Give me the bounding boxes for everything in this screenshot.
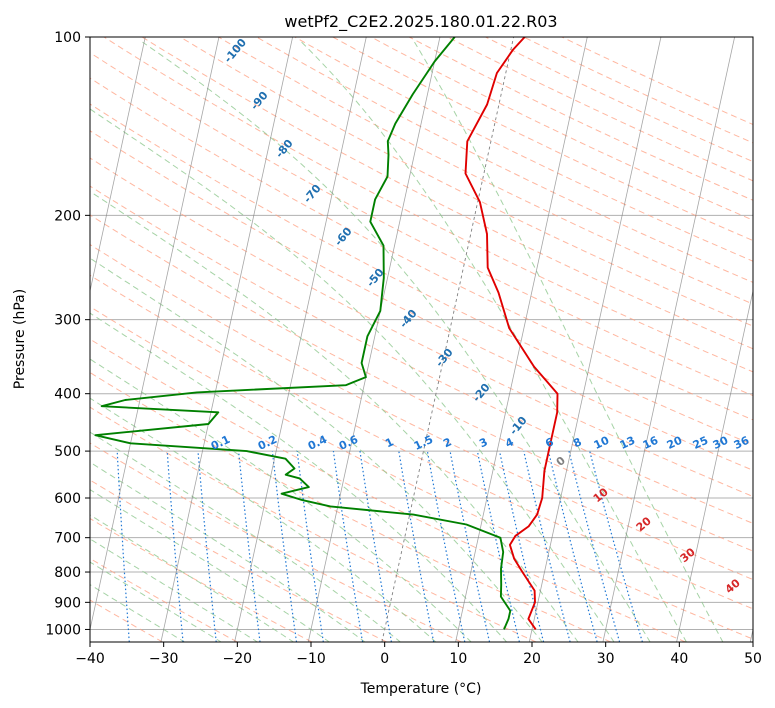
chart-title: wetPf2_C2E2.2025.180.01.22.R03: [284, 12, 557, 32]
x-tick-label: 50: [744, 651, 762, 667]
profile-series: [94, 37, 559, 630]
dry-adiabat: [90, 185, 753, 524]
mixing-ratio-line: [296, 451, 324, 642]
moist-adiabat: [90, 190, 579, 642]
y-tick-label: 100: [54, 30, 81, 46]
isotherm: [676, 289, 753, 642]
dry-adiabat: [218, 37, 753, 305]
contour-label: 10: [592, 434, 612, 452]
isotherms: [90, 37, 753, 642]
isotherm: [528, 37, 662, 642]
y-tick-label: 700: [54, 531, 81, 547]
moist-adiabat: [90, 461, 366, 642]
dry-adiabat: [90, 371, 611, 642]
y-tick-label: 900: [54, 595, 81, 611]
moist-adiabat: [142, 41, 651, 642]
zero-isotherm: [381, 37, 515, 642]
mixing-ratio-line: [498, 450, 545, 642]
contour-label: 36: [732, 434, 752, 452]
moist-adiabat: [90, 257, 543, 642]
dewpoint-profile: [94, 37, 512, 630]
y-axis-label: Pressure (hPa): [12, 289, 28, 389]
y-tick-label: 500: [54, 444, 81, 460]
mixing-ratio-line: [449, 450, 491, 642]
zero-isotherm-line: [381, 37, 515, 642]
mixing-ratio-line: [523, 450, 571, 642]
mixing-ratio-line: [166, 451, 184, 642]
contour-label: 16: [641, 434, 661, 452]
x-tick-label: 40: [670, 651, 688, 667]
isotherm: [455, 37, 588, 642]
dry-adiabat: [90, 157, 753, 498]
mixing-ratio-line: [238, 451, 261, 642]
moist-adiabat: [90, 312, 508, 642]
isotherm: [90, 37, 146, 293]
dry-adiabat: [90, 479, 387, 642]
dry-adiabat: [103, 37, 753, 373]
isotherm: [307, 37, 441, 642]
pressure-gridlines: [90, 37, 753, 630]
moist-adiabat: [414, 41, 724, 642]
plot-frame: [89, 36, 754, 643]
contour-label: 13: [618, 434, 637, 452]
mixing-ratio-line: [568, 450, 621, 642]
dry-adiabat: [90, 442, 462, 642]
moist-adiabats: [90, 41, 724, 642]
y-axis-ticks: 100 200 300 400 500 600 700 800 900 1000: [45, 30, 90, 638]
y-tick-label: 1000: [45, 622, 81, 638]
dry-adiabats: [90, 37, 753, 642]
moist-adiabat: [90, 561, 223, 642]
mixing-ratio-line: [547, 450, 598, 642]
isotherm: [160, 37, 294, 642]
x-tick-label: 20: [523, 651, 541, 667]
plot-area: -100-90-80-70-60-50-40-30-20-100.1 0.2 0.4…: [90, 37, 753, 642]
moist-adiabat: [90, 397, 437, 642]
contour-label: 30: [711, 434, 731, 452]
x-axis-label: Temperature (°C): [360, 681, 482, 697]
moist-adiabat: [90, 108, 615, 642]
dry-adiabat: [90, 103, 753, 446]
y-tick-label: 300: [54, 313, 81, 329]
x-tick-label: −10: [296, 651, 326, 667]
mixing-ratio-line: [197, 451, 217, 642]
dry-adiabat: [90, 214, 753, 552]
y-tick-label: 800: [54, 565, 81, 581]
mixing-ratio-line: [271, 451, 298, 642]
y-tick-label: 200: [54, 208, 81, 224]
x-tick-label: 30: [597, 651, 615, 667]
moist-adiabat: [301, 41, 687, 642]
temperature-profile: [464, 37, 559, 630]
dry-adiabat: [90, 130, 753, 471]
mixing-ratio-line: [332, 451, 364, 642]
dry-adiabat: [180, 37, 753, 327]
x-axis-ticks: −40 −30 −20 −10 0 10 20 30 40 50: [75, 642, 762, 667]
isotherm: [602, 37, 736, 642]
x-tick-label: 0: [380, 651, 389, 667]
isotherm: [90, 37, 220, 632]
contour-label: 25: [691, 434, 710, 452]
x-tick-label: −40: [75, 651, 105, 667]
moist-adiabat: [90, 431, 402, 642]
mixing-ratio-line: [426, 450, 466, 642]
dry-adiabat: [90, 52, 753, 397]
dry-adiabat: [90, 274, 753, 610]
isotherm: [234, 37, 367, 642]
mixing-ratio-line: [398, 450, 435, 642]
contour-label: 20: [665, 434, 685, 452]
x-tick-label: −20: [223, 651, 253, 667]
dry-adiabat: [90, 338, 686, 642]
y-tick-label: 600: [54, 491, 81, 507]
x-tick-label: −30: [149, 651, 179, 667]
moist-adiabat: [90, 584, 186, 642]
moist-adiabat: [90, 358, 472, 642]
y-tick-label: 400: [54, 387, 81, 403]
x-tick-label: 10: [449, 651, 467, 667]
dry-adiabat: [90, 244, 753, 581]
dry-adiabat: [90, 406, 537, 642]
moist-adiabat: [90, 489, 331, 642]
